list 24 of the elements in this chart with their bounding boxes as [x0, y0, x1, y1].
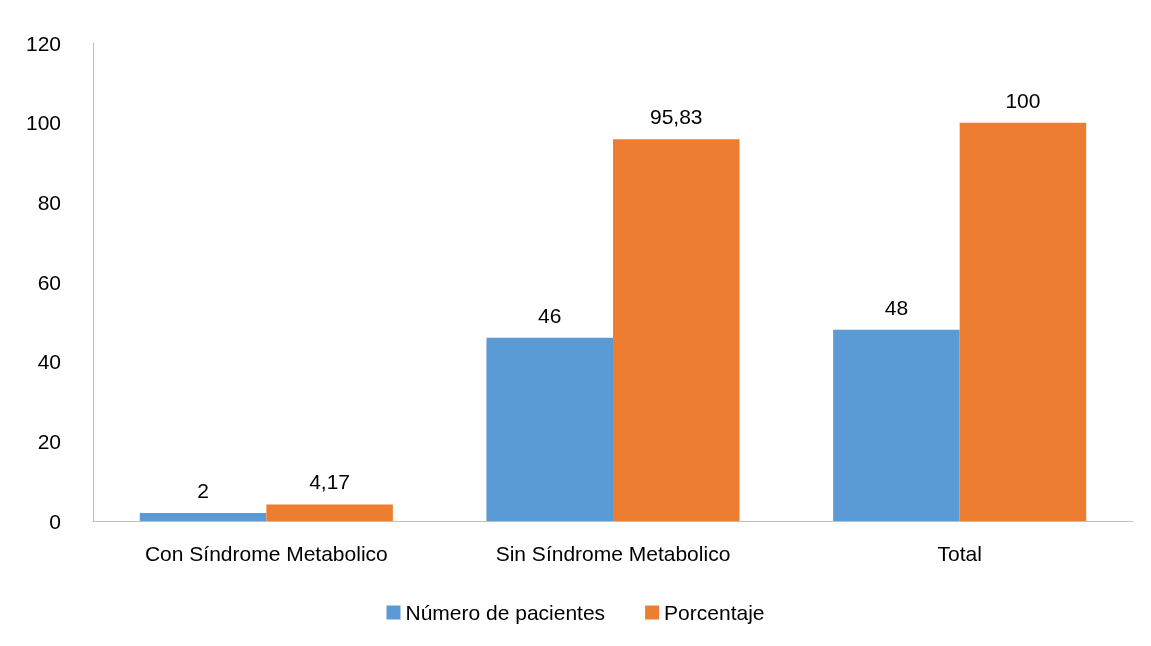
- data-label: 95,83: [649, 105, 703, 129]
- data-label: 46: [538, 303, 562, 327]
- data-label: 48: [884, 295, 909, 319]
- y-tick-label: 80: [37, 190, 61, 214]
- y-tick-label: 0: [49, 509, 61, 533]
- x-tick-label: Total: [937, 542, 982, 565]
- data-label: 4,17: [309, 470, 351, 494]
- bar: [139, 513, 267, 521]
- y-tick-label: 40: [37, 350, 61, 374]
- x-tick-label: Sin Síndrome Metabolico: [495, 542, 731, 565]
- y-tick-label: 120: [25, 31, 61, 55]
- data-label: 100: [1005, 88, 1041, 112]
- bar: [959, 122, 1087, 521]
- data-label: 2: [197, 479, 209, 503]
- y-tick-label: 20: [37, 429, 61, 453]
- legend-label: Número de pacientes: [405, 601, 606, 624]
- bar: [266, 504, 393, 521]
- legend-label: Porcentaje: [664, 601, 765, 624]
- x-tick-label: Con Síndrome Metabolico: [144, 542, 388, 565]
- bar: [486, 337, 613, 521]
- y-tick-label: 60: [37, 270, 61, 294]
- bar: [833, 329, 960, 521]
- bar: [613, 139, 740, 521]
- y-tick-label: 100: [25, 111, 61, 135]
